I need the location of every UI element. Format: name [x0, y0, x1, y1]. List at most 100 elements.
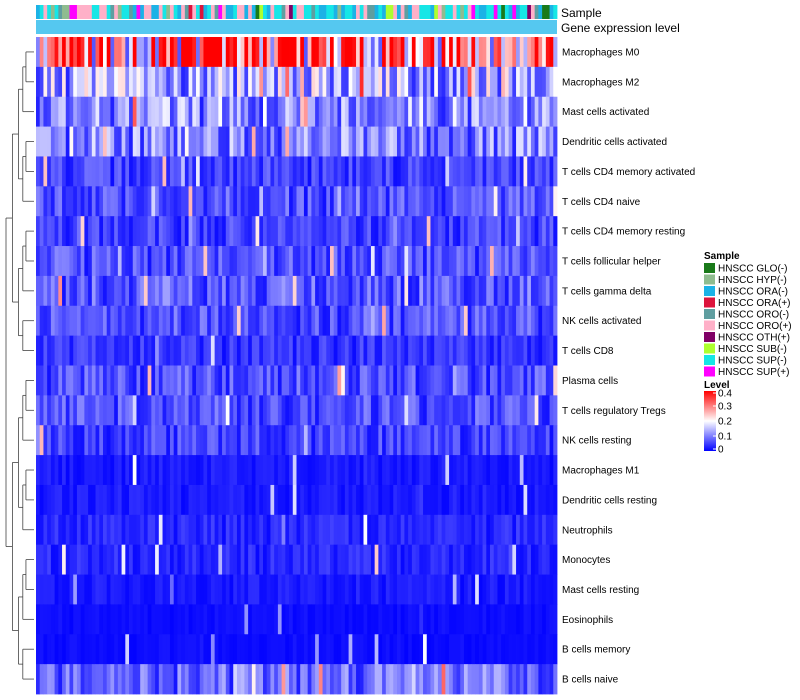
heatmap-cell	[114, 574, 119, 605]
heatmap-cell	[207, 425, 212, 456]
heatmap-cell	[534, 186, 539, 217]
heatmap-cell	[359, 514, 364, 546]
heatmap-cell	[463, 126, 469, 157]
heatmap-cell	[47, 395, 52, 426]
heatmap-cell	[367, 37, 372, 68]
heatmap-cell	[411, 574, 416, 605]
heatmap-cell	[415, 455, 420, 486]
sample-track-cell	[426, 5, 431, 19]
heatmap-cell	[114, 156, 119, 187]
heatmap-cell	[516, 126, 521, 157]
heatmap-cell	[363, 365, 368, 396]
heatmap-cell	[456, 514, 461, 546]
heatmap-cell	[445, 335, 450, 366]
heatmap-row	[36, 186, 558, 217]
sample-track-cell	[363, 5, 368, 19]
heatmap-cell	[404, 455, 409, 486]
heatmap-cell	[311, 96, 316, 127]
heatmap-cell	[199, 574, 204, 605]
heatmap-cell	[248, 156, 253, 187]
heatmap-cell	[166, 275, 171, 307]
heatmap-cell	[393, 186, 398, 217]
heatmap-cell	[363, 186, 368, 217]
heatmap-cell	[192, 365, 197, 396]
heatmap-cell	[88, 156, 93, 187]
heatmap-cell	[356, 156, 361, 187]
heatmap-cell	[385, 514, 390, 546]
heatmap-cell	[58, 37, 63, 68]
sample-track-cell	[121, 5, 126, 19]
heatmap-cell	[400, 66, 405, 98]
heatmap-cell	[210, 664, 216, 695]
heatmap-cell	[504, 126, 510, 157]
sample-track-cell	[95, 5, 100, 19]
heatmap-cell	[151, 664, 156, 695]
heatmap-cell	[181, 96, 186, 127]
sample-track-cell	[408, 5, 413, 19]
heatmap-cell	[449, 425, 454, 456]
heatmap-cell	[460, 305, 465, 337]
heatmap-cell	[296, 126, 301, 157]
heatmap-cell	[393, 395, 398, 426]
heatmap-cell	[43, 305, 48, 337]
heatmap-cell	[415, 634, 420, 665]
heatmap-cell	[50, 275, 56, 307]
heatmap-cell	[434, 634, 439, 665]
heatmap-cell	[255, 186, 260, 217]
sample-track-cell	[437, 5, 443, 19]
heatmap-cell	[512, 305, 517, 337]
heatmap-cell	[192, 395, 197, 426]
heatmap-cell	[277, 634, 283, 665]
heatmap-cell	[542, 484, 547, 516]
heatmap-cell	[467, 634, 472, 665]
heatmap-cell	[270, 514, 275, 546]
heatmap-cell	[155, 365, 160, 396]
heatmap-cell	[482, 455, 487, 486]
heatmap-cell	[274, 604, 279, 635]
heatmap-cell	[110, 634, 115, 665]
heatmap-cell	[155, 634, 160, 665]
heatmap-cell	[151, 365, 156, 396]
heatmap-cell	[322, 335, 327, 366]
heatmap-cell	[393, 634, 398, 665]
sample-track-cell	[430, 5, 435, 19]
heatmap-cell	[229, 604, 234, 635]
heatmap-cell	[534, 37, 539, 68]
heatmap-cell	[158, 305, 163, 337]
heatmap-cell	[76, 425, 82, 456]
heatmap-cell	[117, 365, 122, 396]
heatmap-cell	[456, 305, 461, 337]
heatmap-cell	[162, 216, 167, 247]
heatmap-cell	[225, 335, 230, 366]
heatmap-cell	[478, 275, 483, 307]
heatmap-cell	[259, 514, 264, 546]
heatmap-cell	[88, 395, 93, 426]
heatmap-row	[36, 544, 558, 575]
heatmap-cell	[348, 335, 353, 366]
heatmap-cell	[445, 544, 450, 575]
heatmap-cell	[203, 425, 208, 456]
heatmap-cell	[158, 544, 163, 575]
heatmap-cell	[210, 216, 216, 247]
heatmap-cell	[516, 156, 521, 187]
heatmap-cell	[385, 96, 390, 127]
heatmap-cell	[530, 246, 536, 277]
heatmap-cell	[166, 395, 171, 426]
heatmap-cell	[158, 246, 163, 277]
heatmap-cell	[322, 186, 327, 217]
heatmap-cell	[512, 37, 517, 68]
heatmap-cell	[285, 66, 290, 98]
heatmap-cell	[214, 305, 219, 337]
heatmap-cell	[527, 96, 532, 127]
heatmap-cell	[311, 305, 316, 337]
heatmap-cell	[210, 126, 216, 157]
heatmap-cell	[36, 484, 41, 516]
heatmap-cell	[408, 604, 413, 635]
heatmap-cell	[545, 305, 550, 337]
heatmap-cell	[326, 96, 331, 127]
heatmap-cell	[263, 126, 268, 157]
heatmap-cell	[404, 305, 409, 337]
heatmap-cell	[76, 216, 82, 247]
heatmap-cell	[110, 425, 115, 456]
heatmap-cell	[411, 96, 416, 127]
